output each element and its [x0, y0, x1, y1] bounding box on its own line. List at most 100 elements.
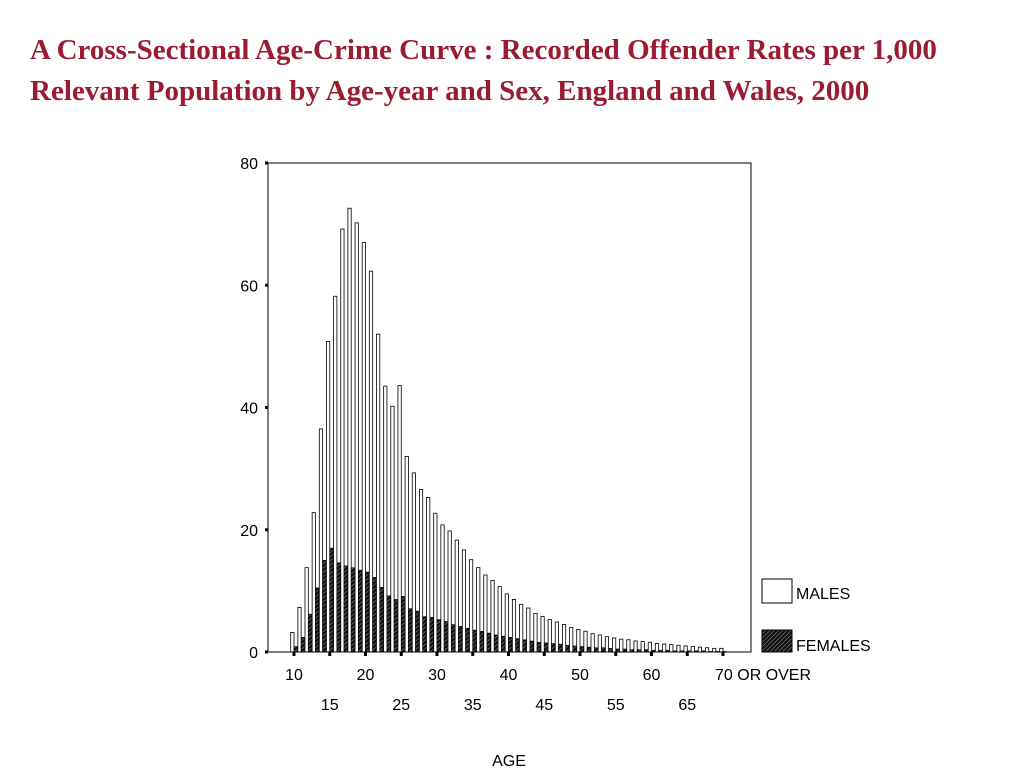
bar-female-age-29 [429, 616, 434, 653]
bar-male-age-45 [540, 616, 545, 653]
x-tick-label-upper: 20 [357, 667, 375, 684]
x-axis-label: AGE [492, 753, 526, 768]
bar-male-age-31 [440, 524, 445, 653]
bar-male-age-20 [361, 242, 366, 653]
bar-female-age-45 [544, 642, 548, 653]
bar-male-age-52 [590, 633, 595, 653]
x-tick-mark [399, 652, 403, 656]
x-tick-mark [614, 652, 618, 656]
bar-female-age-21 [372, 577, 377, 653]
bar-male-age-59 [640, 641, 645, 653]
bar-male-age-54 [604, 636, 609, 653]
x-tick-label-lower: 45 [535, 697, 553, 714]
bar-male-age-37 [483, 574, 488, 653]
x-tick-mark [364, 652, 367, 656]
bar-male-age-22 [376, 333, 381, 653]
bar-male-age-58 [633, 640, 638, 653]
bar-male-age-28 [418, 489, 424, 653]
bar-female-age-15 [329, 547, 334, 653]
x-tick-mark [650, 652, 653, 656]
bar-male-age-55 [612, 637, 617, 653]
bar-male-age-39 [497, 586, 502, 653]
bar-male-age-29 [426, 496, 431, 653]
bar-male-age-15 [326, 341, 331, 653]
bar-female-age-13 [315, 587, 320, 653]
y-tick-mark [265, 406, 268, 409]
x-tick-mark [578, 652, 582, 656]
bar-male-age-35 [469, 559, 474, 653]
bar-male-age-67 [697, 646, 702, 653]
bar-male-age-50 [576, 628, 581, 653]
bar-female-age-22 [379, 586, 384, 653]
bar-male-age-57 [626, 639, 631, 653]
bar-female-age-50 [579, 646, 584, 653]
bar-male-age-12 [304, 567, 309, 653]
bar-male-age-13 [311, 512, 316, 653]
x-tick-mark [542, 652, 546, 656]
bar-female-age-25 [401, 596, 405, 653]
bar-female-age-24 [393, 599, 398, 653]
bar-female-age-28 [422, 616, 427, 653]
bar-male-age-14 [318, 428, 323, 653]
y-tick-mark [265, 283, 268, 287]
x-tick-label-lower: 65 [678, 697, 696, 714]
y-tick-mark [265, 528, 268, 532]
bar-male-age-32 [447, 530, 452, 653]
bar-male-age-38 [490, 580, 495, 653]
y-tick-label: 40 [240, 401, 258, 418]
bar-male-age-41 [511, 599, 517, 653]
x-tick-label-upper: 70 OR OVER [715, 667, 811, 684]
y-tick-mark [265, 161, 268, 165]
y-axis: 0 20 40 60 80 [240, 156, 269, 662]
bar-male-age-43 [526, 607, 531, 653]
bar-male-age-61 [654, 643, 660, 653]
bar-female-age-37 [486, 632, 491, 653]
bar-male-age-10 [290, 632, 295, 653]
bar-female-age-40 [508, 637, 513, 653]
bar-female-age-46 [551, 643, 555, 653]
y-tick-label: 0 [249, 645, 258, 662]
bar-female-age-27 [415, 610, 420, 653]
females-bars [293, 547, 727, 653]
bar-male-age-65 [683, 645, 688, 653]
bar-male-age-11 [297, 606, 302, 653]
x-tick-mark [328, 652, 332, 656]
bar-male-age-53 [597, 634, 602, 653]
x-tick-mark [685, 652, 689, 656]
x-tick-mark [292, 652, 296, 656]
bar-male-age-17 [340, 228, 345, 653]
x-tick-mark [435, 652, 439, 656]
bar-male-age-30 [433, 512, 438, 653]
bar-male-age-70 [719, 647, 724, 653]
x-tick-mark [507, 652, 510, 656]
bar-male-age-44 [533, 613, 538, 653]
bar-male-age-66 [690, 646, 695, 653]
x-tick-label-upper: 10 [285, 667, 303, 684]
bar-female-age-34 [465, 627, 470, 653]
bar-male-age-69 [712, 647, 717, 653]
legend-label-females: FEMALES [796, 638, 871, 655]
page-title: A Cross-Sectional Age-Crime Curve : Reco… [30, 34, 937, 107]
bar-female-age-42 [522, 639, 527, 653]
y-tick-label: 20 [240, 523, 258, 540]
bar-female-age-26 [408, 608, 412, 653]
x-tick-label-upper: 60 [643, 667, 661, 684]
bar-male-age-27 [411, 472, 416, 653]
y-tick-label: 80 [240, 156, 258, 173]
bar-female-age-18 [350, 567, 355, 653]
bar-female-age-32 [451, 624, 455, 653]
bar-male-age-48 [562, 624, 567, 653]
males-bars [290, 207, 724, 653]
legend-swatch-males [761, 578, 793, 604]
bar-female-age-36 [479, 630, 484, 653]
bar-female-age-41 [515, 638, 520, 653]
bar-female-age-48 [565, 645, 570, 653]
legend: MALES FEMALES [761, 578, 871, 655]
x-tick-label-lower: 55 [607, 697, 625, 714]
x-tick-label-upper: 30 [428, 667, 446, 684]
bar-male-age-21 [368, 270, 374, 653]
bar-female-age-14 [322, 560, 327, 653]
bar-male-age-26 [404, 455, 409, 653]
legend-swatch-females [761, 629, 793, 653]
